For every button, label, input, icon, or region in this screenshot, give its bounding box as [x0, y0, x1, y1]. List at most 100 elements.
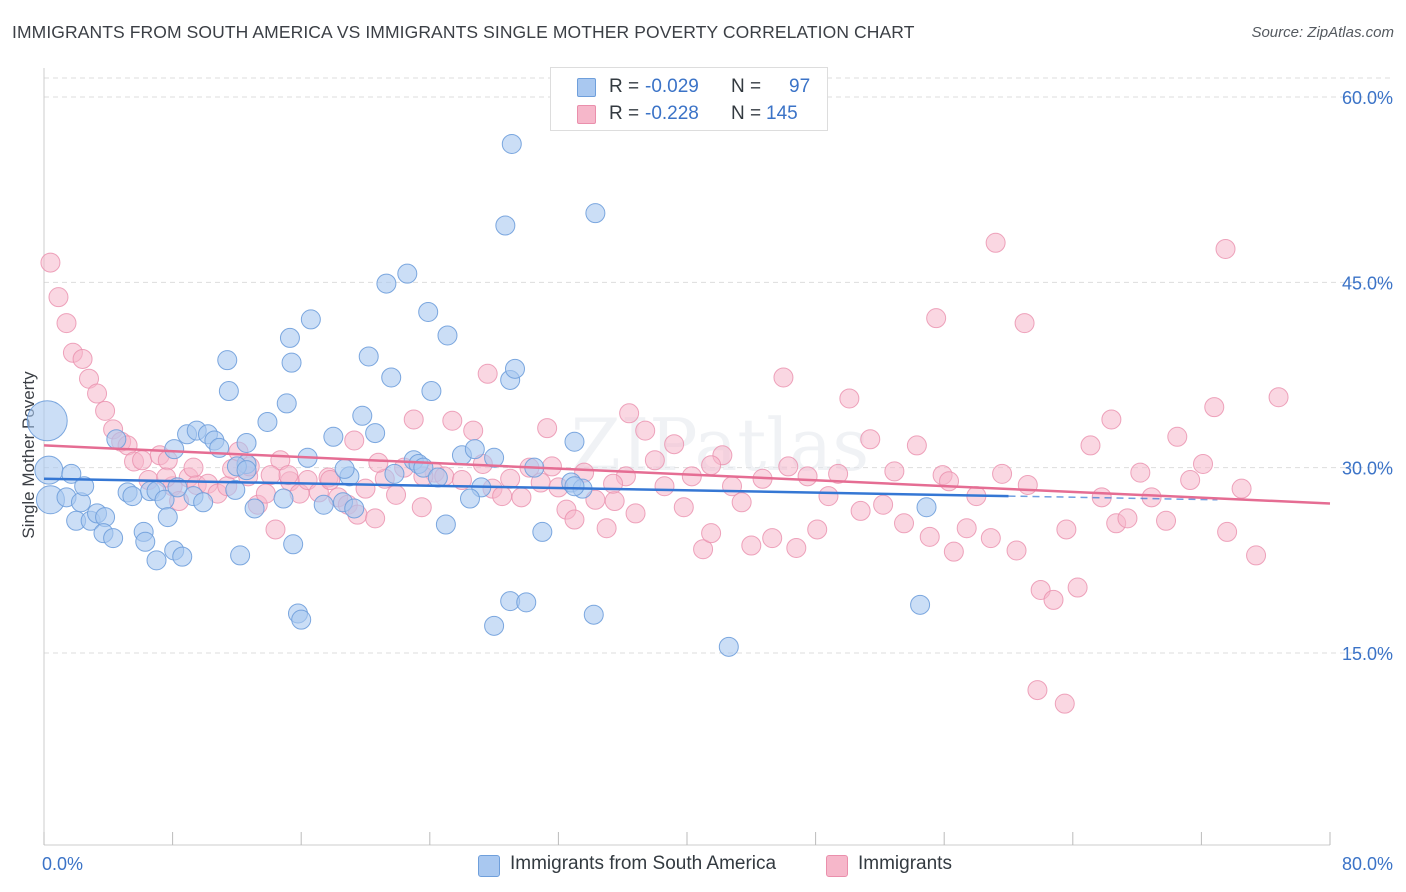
data-point-south-america [279, 327, 300, 348]
data-point-south-america [291, 609, 312, 630]
data-point-immigrants [72, 348, 93, 369]
data-point-immigrants [1130, 462, 1151, 483]
data-point-immigrants [873, 494, 894, 515]
blue-swatch-icon [577, 78, 596, 97]
x-tick-label: 80.0% [1342, 854, 1393, 874]
data-point-south-america [193, 492, 214, 513]
data-point-immigrants [778, 456, 799, 477]
data-point-immigrants [1193, 453, 1214, 474]
data-point-immigrants [368, 452, 389, 473]
data-point-immigrants [1080, 435, 1101, 456]
data-point-immigrants [1014, 313, 1035, 334]
data-point-immigrants [492, 486, 513, 507]
stats-box: R = -0.029 N = 97 R = -0.228 N = 145 [550, 67, 828, 131]
data-point-immigrants [95, 400, 116, 421]
data-point-immigrants [762, 528, 783, 549]
data-point-south-america [365, 423, 386, 444]
data-point-south-america [167, 477, 188, 498]
data-point-south-america [437, 325, 458, 346]
data-point-south-america [504, 358, 525, 379]
data-point-immigrants [403, 409, 424, 430]
data-point-immigrants [1056, 519, 1077, 540]
legend-label-south-america: Immigrants from South America [510, 853, 777, 874]
r-value-pink: -0.228 [645, 103, 699, 124]
data-point-immigrants [344, 430, 365, 451]
data-point-south-america [916, 497, 937, 518]
data-point-south-america [103, 528, 124, 549]
data-point-immigrants [884, 461, 905, 482]
n-label-blue: N = [731, 76, 762, 97]
data-point-immigrants [828, 463, 849, 484]
data-point-south-america [26, 400, 68, 442]
data-point-south-america [218, 381, 239, 402]
data-point-immigrants [537, 418, 558, 439]
trend-line-immigrants [43, 444, 1331, 505]
data-point-immigrants [956, 518, 977, 539]
data-point-south-america [358, 346, 379, 367]
data-point-immigrants [87, 383, 108, 404]
data-point-south-america [381, 367, 402, 388]
data-point-immigrants [850, 500, 871, 521]
y-tick-label: 60.0% [1342, 88, 1393, 108]
data-point-immigrants [860, 429, 881, 450]
data-point-immigrants [1231, 478, 1252, 499]
data-point-south-america [421, 381, 442, 402]
data-point-immigrants [56, 313, 77, 334]
data-point-immigrants [604, 491, 625, 512]
data-point-immigrants [1215, 238, 1236, 259]
pink-swatch-icon [577, 105, 596, 124]
data-point-south-america [352, 405, 373, 426]
source-label: Source: ZipAtlas.com [1251, 24, 1394, 41]
stats-row-blue: R = -0.029 N = 97 [551, 75, 827, 99]
data-point-south-america [244, 498, 265, 519]
data-point-south-america [217, 350, 238, 371]
data-point-immigrants [564, 509, 585, 530]
data-point-immigrants [442, 410, 463, 431]
data-point-immigrants [1017, 474, 1038, 495]
data-point-immigrants [664, 434, 685, 455]
data-point-south-america [172, 546, 193, 567]
data-point-immigrants [386, 484, 407, 505]
data-point-immigrants [477, 363, 498, 384]
data-point-south-america [418, 301, 439, 322]
data-point-south-america [313, 494, 334, 515]
data-point-immigrants [411, 497, 432, 518]
data-point-immigrants [919, 526, 940, 547]
data-point-immigrants [741, 535, 762, 556]
y-tick-label: 30.0% [1342, 459, 1393, 479]
data-point-south-america [225, 479, 246, 500]
data-point-immigrants [1180, 470, 1201, 491]
data-point-immigrants [1101, 409, 1122, 430]
data-point-south-america [273, 488, 294, 509]
data-point-immigrants [260, 465, 281, 486]
data-point-south-america [106, 429, 127, 450]
data-point-immigrants [183, 457, 204, 478]
data-point-south-america [484, 615, 505, 636]
data-point-immigrants [786, 537, 807, 558]
data-point-south-america [122, 486, 143, 507]
data-point-south-america [230, 545, 251, 566]
data-point-south-america [376, 273, 397, 294]
data-point-immigrants [939, 471, 960, 492]
data-point-south-america [583, 604, 604, 625]
data-point-immigrants [701, 455, 722, 476]
data-point-south-america [910, 594, 931, 615]
data-point-immigrants [1246, 545, 1267, 566]
trend-lines [43, 444, 1331, 505]
y-tick-label: 45.0% [1342, 273, 1393, 293]
data-point-immigrants [1217, 521, 1238, 542]
data-point-immigrants [985, 232, 1006, 253]
data-point-immigrants [500, 468, 521, 489]
data-point-immigrants [463, 420, 484, 441]
trend-line-south-america [43, 477, 1009, 498]
data-point-south-america [334, 458, 355, 479]
data-point-south-america [281, 352, 302, 373]
n-label-pink: N = [731, 103, 762, 124]
data-point-immigrants [644, 450, 665, 471]
data-point-south-america [397, 263, 418, 284]
data-point-immigrants [365, 508, 386, 529]
data-point-south-america [146, 550, 167, 571]
blue-square-icon [478, 855, 500, 877]
data-point-immigrants [673, 497, 694, 518]
